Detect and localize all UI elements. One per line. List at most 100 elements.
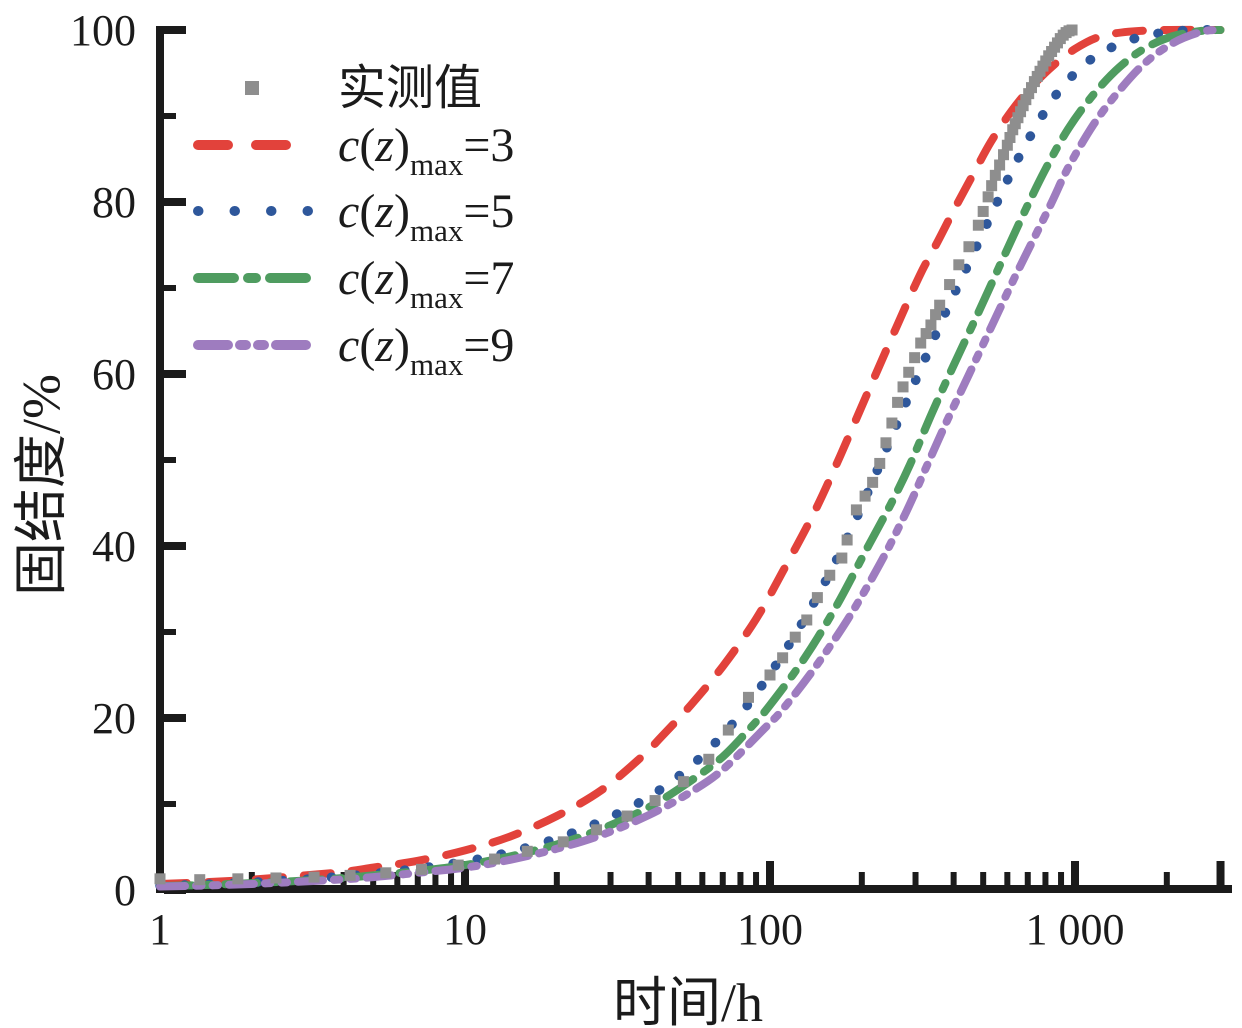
measured-point [764, 669, 776, 681]
measured-point [777, 652, 789, 664]
measured-point [415, 863, 427, 875]
y-tick-label: 40 [92, 522, 136, 571]
measured-point [1004, 132, 1016, 143]
legend-label: c(z)max=9 [338, 319, 514, 382]
series-curve [156, 26, 1225, 891]
x-tick-label: 10 [443, 905, 487, 954]
series-curve [156, 26, 1225, 891]
legend-item: c(z)max=3 [193, 119, 514, 182]
y-tick-label: 100 [70, 6, 136, 55]
axes [156, 26, 1232, 893]
measured-point [880, 437, 892, 449]
legend-item: c(z)max=7 [193, 252, 514, 315]
measured-point [521, 845, 533, 857]
measured-point [920, 328, 932, 340]
measured-point [930, 309, 942, 321]
measured-point [874, 457, 886, 469]
measured-point [1001, 139, 1013, 151]
measured-point [867, 476, 879, 488]
measured-point [232, 873, 244, 885]
x-axis-title: 时间/h [612, 973, 764, 1028]
measured-point [953, 259, 965, 271]
measured-point [824, 569, 836, 581]
measured-point [703, 753, 715, 765]
measured-point [897, 381, 909, 393]
measured-point [909, 352, 921, 364]
legend-label: c(z)max=7 [338, 252, 514, 315]
x-axis-ticks: 1 10 100 1 000 [149, 861, 1225, 954]
measured-point [801, 614, 813, 626]
measured-point [1017, 100, 1029, 112]
measured-point [925, 319, 937, 331]
x-tick-label: 1 [149, 905, 171, 954]
measured-point [722, 724, 734, 736]
measured-point [811, 592, 823, 604]
series-c-z-max-5 [155, 24, 1226, 891]
y-tick-label: 0 [114, 866, 136, 915]
measured-point [886, 417, 898, 429]
measured-point [1023, 88, 1035, 100]
measured-point [934, 299, 946, 311]
x-tick-label: 100 [737, 905, 803, 954]
series-c-z-max-7 [156, 26, 1225, 891]
measured-point [903, 366, 915, 378]
legend-label: 实测值 [338, 62, 482, 115]
measured-point [998, 149, 1010, 161]
measured-point [789, 631, 801, 643]
y-tick-label: 60 [92, 350, 136, 399]
measured-point [982, 191, 994, 203]
measured-point [380, 867, 392, 879]
legend-marker-square [245, 81, 259, 95]
measured-point [944, 279, 956, 291]
measured-point [1020, 94, 1032, 106]
measured-point [977, 205, 989, 217]
legend-label: c(z)max=5 [338, 185, 514, 248]
measured-point [489, 853, 501, 865]
measured-point [972, 219, 984, 231]
series-curve [155, 24, 1226, 891]
measured-point [270, 872, 282, 884]
measured-point [859, 490, 871, 502]
measured-point [194, 874, 206, 886]
measured-point [850, 504, 862, 516]
measured-point [986, 180, 998, 192]
measured-point [1007, 124, 1019, 136]
measured-point [892, 396, 904, 408]
measured-point [1015, 106, 1027, 118]
measured-point [344, 869, 356, 881]
measured-point [963, 241, 975, 253]
measured-point [452, 859, 464, 871]
measured-point [742, 691, 754, 703]
series-c-z-max-9 [156, 26, 1225, 891]
measured-point [841, 534, 853, 546]
measured-point [591, 824, 603, 836]
y-tick-label: 80 [92, 178, 136, 227]
y-tick-label: 20 [92, 694, 136, 743]
legend-label: c(z)max=3 [338, 119, 514, 182]
legend-item: 实测值 [245, 62, 482, 115]
measured-point [677, 776, 689, 788]
legend-item: c(z)max=5 [193, 185, 514, 248]
series-curve [156, 25, 1225, 888]
series-c-z-max-3 [156, 25, 1225, 888]
measured-point [989, 169, 1001, 181]
measured-point [836, 552, 848, 564]
legend-item: c(z)max=9 [193, 319, 514, 382]
measured-point [1012, 112, 1024, 124]
y-axis-title: 固结度/% [11, 374, 72, 596]
measured-point [1066, 24, 1078, 36]
measured-point [994, 159, 1006, 171]
x-tick-label: 1 000 [1026, 905, 1125, 954]
measured-point [915, 337, 927, 349]
measured-point [649, 795, 661, 807]
measured-point [1009, 118, 1021, 130]
measured-point [154, 873, 166, 885]
y-axis-ticks: 0 20 40 60 80 100 [70, 6, 186, 915]
measured-points [154, 24, 1078, 886]
measured-point [308, 871, 320, 883]
measured-point [1025, 82, 1037, 94]
measured-point [557, 836, 569, 848]
